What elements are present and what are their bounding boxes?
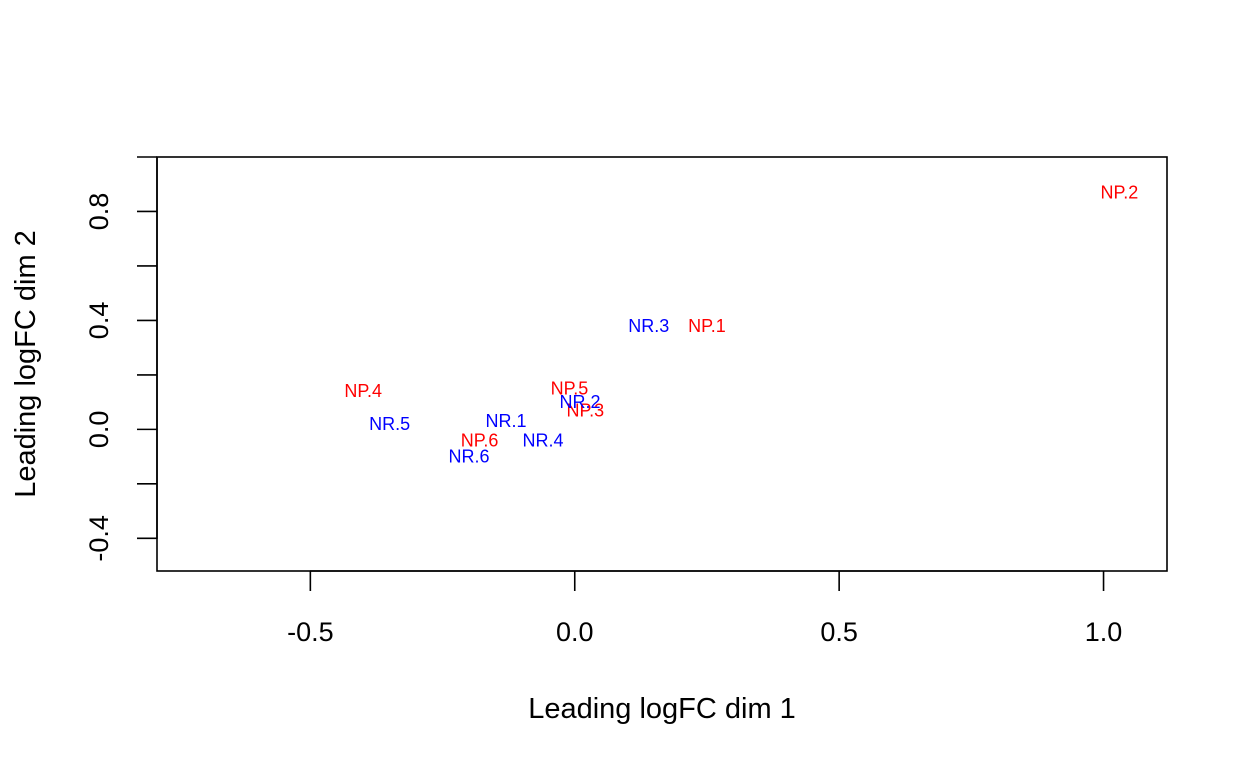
point-label-nr-1: NR.1 xyxy=(485,411,526,431)
point-label-np-6: NP.6 xyxy=(461,430,499,450)
x-tick-label: 0.5 xyxy=(820,617,858,647)
point-label-np-4: NP.4 xyxy=(344,381,382,401)
point-label-nr-2: NR.2 xyxy=(560,392,601,412)
y-tick-label: 0.8 xyxy=(84,193,114,231)
point-label-np-5: NP.5 xyxy=(551,379,589,399)
y-tick-label: 0.4 xyxy=(84,302,114,340)
plot-frame xyxy=(156,156,1168,572)
x-axis-title: Leading logFC dim 1 xyxy=(528,693,796,725)
y-tick-label: 0.0 xyxy=(84,411,114,449)
point-label-np-2: NP.2 xyxy=(1101,182,1139,202)
x-axis: -0.5 0.0 0.5 1.0 xyxy=(287,570,1123,647)
x-tick-label: 1.0 xyxy=(1085,617,1123,647)
point-label-nr-6: NR.6 xyxy=(448,447,489,467)
x-tick-label: -0.5 xyxy=(287,617,334,647)
point-label-nr-4: NR.4 xyxy=(523,430,564,450)
point-label-np-1: NP.1 xyxy=(688,316,726,336)
point-label-nr-3: NR.3 xyxy=(628,316,669,336)
y-axis: -0.4 0.0 0.4 0.8 xyxy=(84,156,158,562)
y-tick-label: -0.4 xyxy=(84,515,114,562)
point-label-np-3: NP.3 xyxy=(566,400,604,420)
point-label-nr-5: NR.5 xyxy=(369,414,410,434)
x-tick-label: 0.0 xyxy=(556,617,594,647)
y-axis-title: Leading logFC dim 2 xyxy=(10,230,42,498)
point-labels: NP.1 NP.2 NP.3 NP.4 NP.5 NP.6NR.1 NR.2 NR.3 NR.4… xyxy=(344,182,1138,466)
